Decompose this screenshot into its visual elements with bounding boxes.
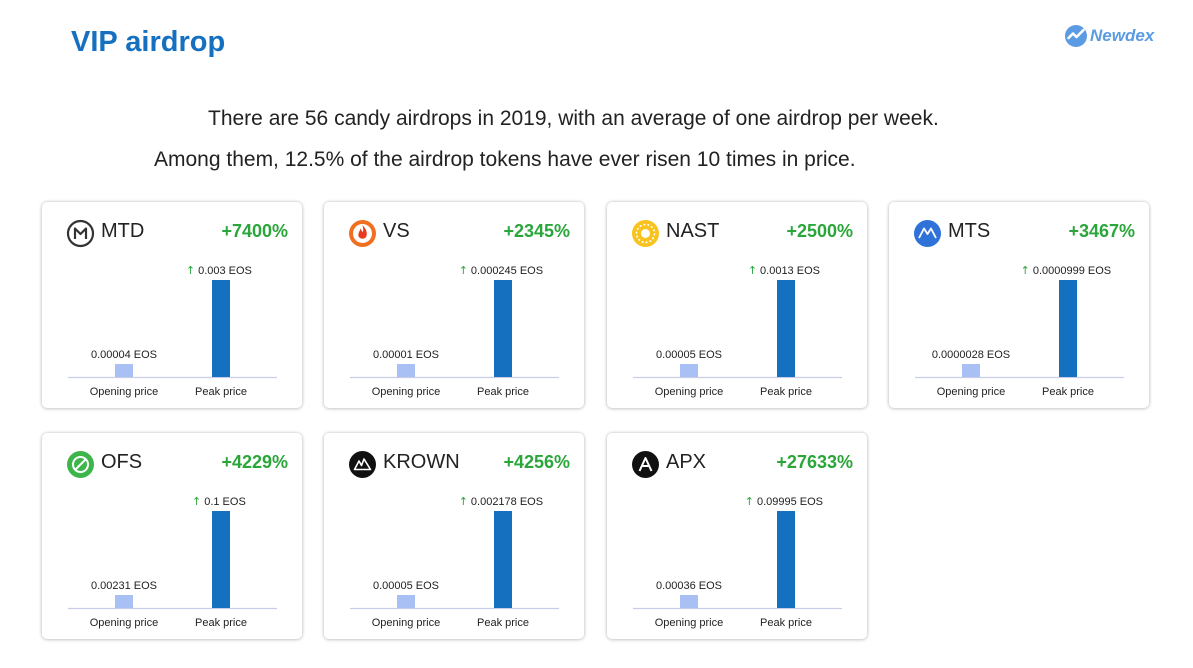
ofs-logo-icon [67, 451, 94, 478]
token-gain-percent: +4229% [221, 452, 288, 472]
token-card-apx: APX +27633% 0.00036 EOS Opening price 0.0999… [607, 433, 867, 639]
opening-price-label: 0.00005 EOS [656, 349, 722, 361]
opening-price-label: 0.00231 EOS [91, 580, 157, 592]
token-gain-percent: +7400% [221, 221, 288, 241]
rise-arrow-icon: ↑ [459, 495, 468, 508]
category-label-opening: Opening price [372, 617, 441, 629]
opening-price-bar [397, 595, 415, 608]
krown-logo-icon [349, 451, 376, 478]
peak-price-label: 0.002178 EOS [471, 496, 543, 508]
vs-logo-icon [349, 220, 376, 247]
peak-price-bar [494, 280, 512, 377]
newdex-logo-icon [1065, 25, 1087, 47]
opening-price-bar [962, 364, 980, 377]
peak-price-bar [212, 511, 230, 608]
category-label-opening: Opening price [372, 386, 441, 398]
peak-price-bar [494, 511, 512, 608]
token-gain-percent: +27633% [776, 452, 853, 472]
rise-arrow-icon: ↑ [745, 495, 754, 508]
price-bar-chart: 0.00005 EOS Opening price 0.002178 EOS↑ Pea… [350, 495, 559, 629]
peak-price-label: 0.09995 EOS [757, 496, 823, 508]
token-card-nast: NAST +2500% 0.00005 EOS Opening price 0.0013… [607, 202, 867, 408]
apx-logo-icon [632, 451, 659, 478]
category-label-peak: Peak price [1042, 386, 1094, 398]
peak-price-label: 0.000245 EOS [471, 265, 543, 277]
rise-arrow-icon: ↑ [192, 495, 201, 508]
category-label-opening: Opening price [655, 617, 724, 629]
opening-price-label: 0.0000028 EOS [932, 349, 1010, 361]
nast-logo-icon [632, 220, 659, 247]
opening-price-bar [115, 595, 133, 608]
price-bar-chart: 0.00005 EOS Opening price 0.0013 EOS↑ Peak … [633, 264, 842, 398]
opening-price-bar [680, 595, 698, 608]
mtd-logo-icon [66, 219, 95, 248]
category-label-peak: Peak price [195, 617, 247, 629]
rise-arrow-icon: ↑ [459, 264, 468, 277]
opening-price-bar [397, 364, 415, 377]
token-name: OFS [101, 451, 143, 473]
page-title: VIP airdrop [71, 26, 226, 58]
token-name: MTS [948, 220, 991, 242]
rise-arrow-icon: ↑ [748, 264, 757, 277]
token-name: VS [383, 220, 410, 242]
peak-price-label: 0.003 EOS [198, 265, 252, 277]
peak-price-bar [212, 280, 230, 377]
token-card-krown: KROWN +4256% 0.00005 EOS Opening price 0.002… [324, 433, 584, 639]
token-gain-percent: +4256% [503, 452, 570, 472]
token-card-ofs: OFS +4229% 0.00231 EOS Opening price 0.1 EOS… [42, 433, 302, 639]
token-name: KROWN [383, 451, 460, 473]
peak-price-bar [1059, 280, 1077, 377]
intro-line-2: Among them, 12.5% of the airdrop tokens … [154, 148, 856, 171]
token-card-mtd: MTD +7400% 0.00004 EOS Opening price 0.003 E… [42, 202, 302, 408]
price-bar-chart: 0.0000028 EOS Opening price 0.0000999 EOS↑… [915, 264, 1124, 398]
token-gain-percent: +3467% [1068, 221, 1135, 241]
price-bar-chart: 0.00036 EOS Opening price 0.09995 EOS↑ Peak… [633, 495, 842, 629]
price-bar-chart: 0.00231 EOS Opening price 0.1 EOS↑ Peak pri… [68, 495, 277, 629]
category-label-opening: Opening price [937, 386, 1006, 398]
price-bar-chart: 0.00004 EOS Opening price 0.003 EOS↑ Peak p… [68, 264, 277, 398]
peak-price-bar [777, 280, 795, 377]
token-name: MTD [101, 220, 145, 242]
peak-price-label: 0.0013 EOS [760, 265, 820, 277]
token-name: APX [666, 451, 707, 473]
peak-price-label: 0.0000999 EOS [1033, 265, 1111, 277]
category-label-opening: Opening price [90, 617, 159, 629]
peak-price-bar [777, 511, 795, 608]
intro-line-1: There are 56 candy airdrops in 2019, wit… [208, 107, 939, 130]
category-label-peak: Peak price [760, 617, 812, 629]
token-card-mts: MTS +3467% 0.0000028 EOS Opening price 0.000… [889, 202, 1149, 408]
category-label-opening: Opening price [655, 386, 724, 398]
mts-logo-icon [914, 220, 941, 247]
opening-price-bar [680, 364, 698, 377]
category-label-peak: Peak price [195, 386, 247, 398]
category-label-peak: Peak price [760, 386, 812, 398]
opening-price-bar [115, 364, 133, 377]
rise-arrow-icon: ↑ [1021, 264, 1030, 277]
brand-name: Newdex [1090, 26, 1155, 45]
opening-price-label: 0.00036 EOS [656, 580, 722, 592]
rise-arrow-icon: ↑ [186, 264, 195, 277]
brand-logo: Newdex [1064, 24, 1154, 48]
token-gain-percent: +2345% [503, 221, 570, 241]
price-bar-chart: 0.00001 EOS Opening price 0.000245 EOS↑ Pea… [350, 264, 559, 398]
category-label-opening: Opening price [90, 386, 159, 398]
category-label-peak: Peak price [477, 386, 529, 398]
token-gain-percent: +2500% [786, 221, 853, 241]
token-name: NAST [666, 220, 720, 242]
token-card-vs: VS +2345% 0.00001 EOS Opening price 0.000245… [324, 202, 584, 408]
opening-price-label: 0.00004 EOS [91, 349, 157, 361]
category-label-peak: Peak price [477, 617, 529, 629]
opening-price-label: 0.00005 EOS [373, 580, 439, 592]
peak-price-label: 0.1 EOS [204, 496, 246, 508]
opening-price-label: 0.00001 EOS [373, 349, 439, 361]
